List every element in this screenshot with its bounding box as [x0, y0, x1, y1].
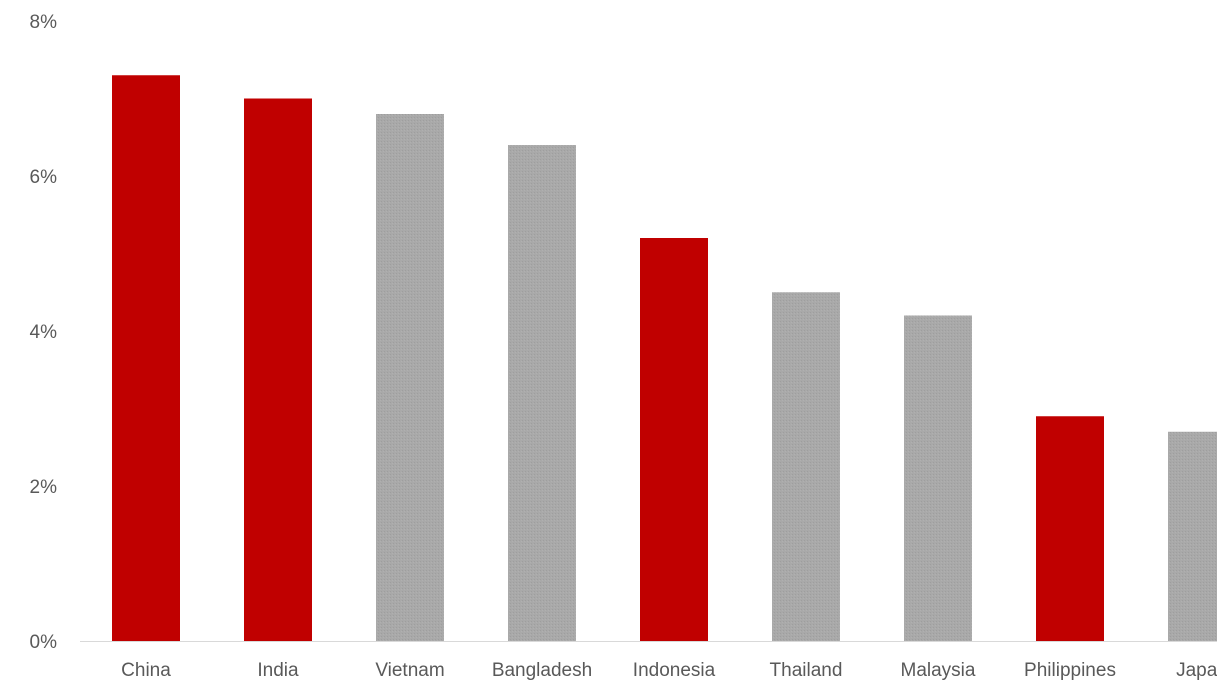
x-axis-category-labels: China India Vietnam Bangladesh Indonesia Thai… — [121, 660, 1217, 681]
y-tick-label: 4% — [30, 322, 58, 343]
y-tick-label: 6% — [30, 167, 58, 188]
x-category-label: China — [121, 660, 171, 681]
bar-japan — [1168, 431, 1217, 641]
y-tick-label: 8% — [30, 12, 58, 33]
x-category-label: Japan — [1176, 660, 1217, 681]
bar-china — [112, 75, 180, 641]
bar-india — [244, 98, 312, 641]
y-tick-label: 2% — [30, 477, 58, 498]
y-tick-label: 0% — [30, 632, 58, 653]
x-category-label: Indonesia — [633, 660, 716, 681]
x-category-label: Philippines — [1024, 660, 1116, 681]
x-category-label: Bangladesh — [492, 660, 592, 681]
bar-philippines — [1036, 416, 1104, 641]
bars — [112, 75, 1217, 641]
bar-indonesia — [640, 238, 708, 641]
x-category-label: Malaysia — [901, 660, 976, 681]
x-category-label: Vietnam — [375, 660, 444, 681]
x-category-label: India — [257, 660, 299, 681]
bar-malaysia — [904, 315, 972, 641]
y-axis-tick-labels: 0% 2% 4% 6% 8% — [30, 12, 58, 653]
bar-vietnam — [376, 114, 444, 641]
x-category-label: Thailand — [770, 660, 843, 681]
bar-bangladesh — [508, 145, 576, 641]
bar-thailand — [772, 292, 840, 641]
